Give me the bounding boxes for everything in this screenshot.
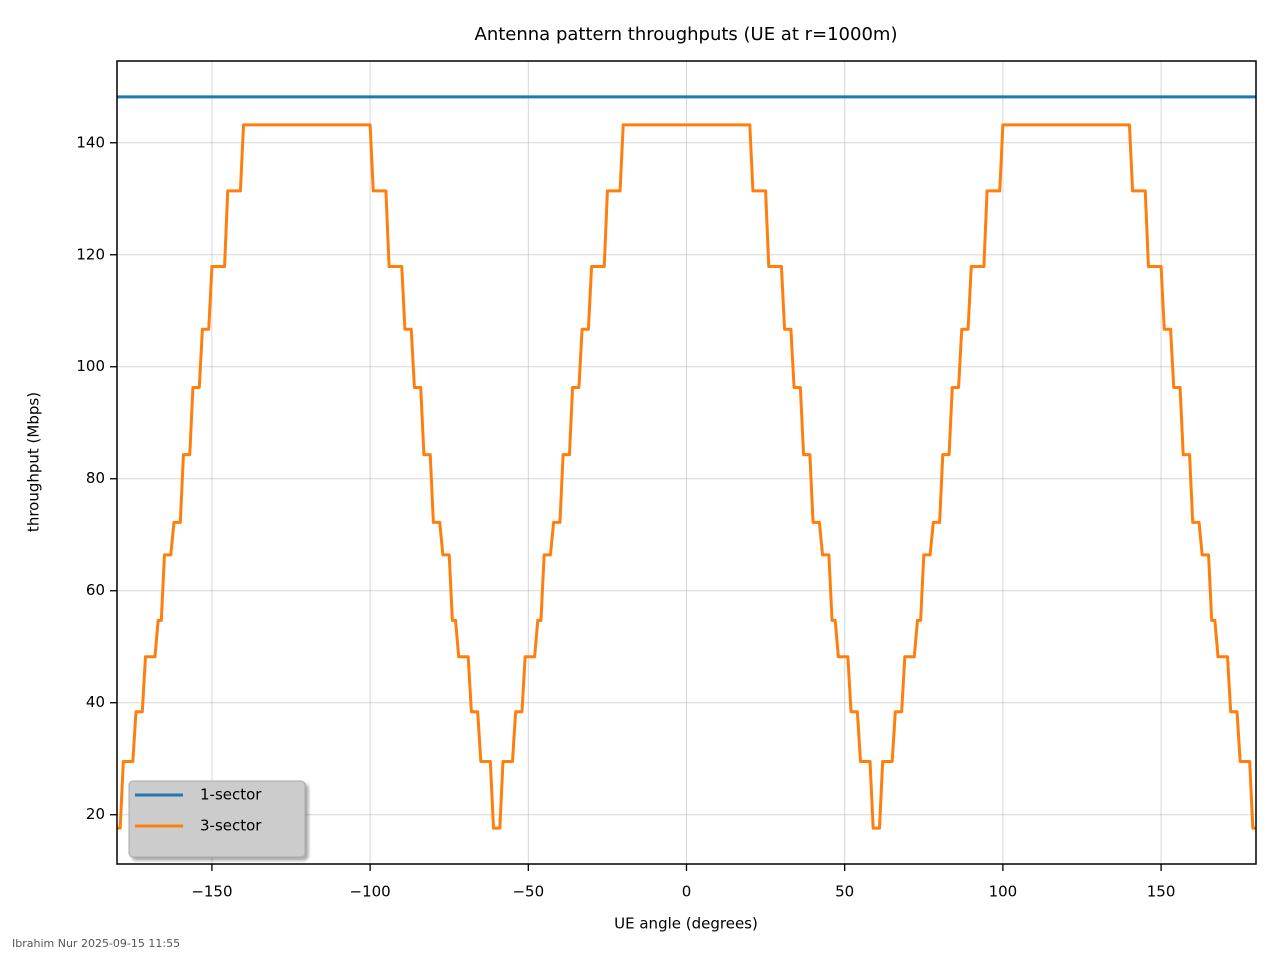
legend-label: 1-sector: [200, 786, 262, 804]
y-tick-label: 120: [76, 245, 105, 263]
legend-label: 3-sector: [200, 817, 262, 835]
legend: 1-sector 3-sector: [128, 780, 306, 858]
y-axis-label: throughput (Mbps): [25, 392, 43, 532]
ticks: −150 −100 −50 0 50 100 150 20 40 60 80 100 120 140: [76, 133, 1175, 900]
x-tick-label: 0: [682, 883, 692, 901]
grid: [117, 61, 1256, 864]
x-tick-label: 150: [1147, 883, 1176, 901]
x-axis-label: UE angle (degrees): [614, 915, 758, 933]
chart-title: Antenna pattern throughputs (UE at r=100…: [475, 24, 898, 45]
x-tick-label: 100: [989, 883, 1018, 901]
footer: Ibrahim Nur 2025-09-15 11:55: [12, 937, 180, 950]
y-tick-label: 100: [76, 357, 105, 375]
x-tick-label: −50: [512, 883, 544, 901]
y-tick-label: 140: [76, 133, 105, 151]
y-tick-label: 20: [86, 805, 105, 823]
legend-box: [128, 780, 306, 858]
y-tick-label: 80: [86, 469, 105, 487]
x-tick-label: −100: [350, 883, 391, 901]
plot-area: [117, 95, 1256, 830]
x-tick-label: 50: [835, 883, 854, 901]
y-tick-label: 40: [86, 693, 105, 711]
x-tick-label: −150: [191, 883, 232, 901]
y-tick-label: 60: [86, 581, 105, 599]
series-line: [117, 123, 1256, 830]
